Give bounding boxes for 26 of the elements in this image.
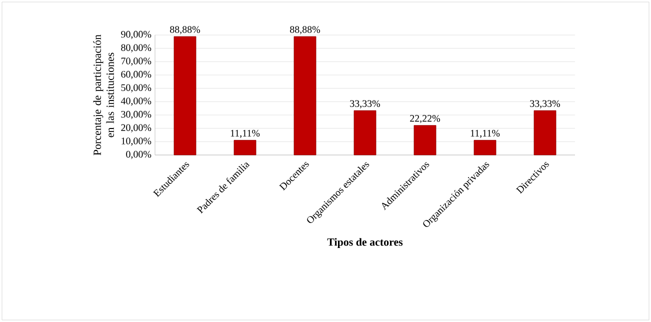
y-tick-label: 10,00% bbox=[122, 138, 152, 146]
y-axis-title: Porcentaje de participación en las instituciones bbox=[93, 34, 114, 156]
data-label: 11,11% bbox=[470, 130, 500, 138]
bar bbox=[534, 110, 556, 156]
data-label: 33,33% bbox=[350, 100, 380, 108]
bar bbox=[294, 36, 316, 156]
bar bbox=[414, 125, 436, 156]
y-tick-label: 30,00% bbox=[121, 110, 152, 120]
bar bbox=[174, 36, 196, 156]
bar bbox=[234, 140, 256, 156]
data-label: 22,22% bbox=[410, 115, 440, 124]
data-label: 88,88% bbox=[170, 26, 200, 34]
y-tick-label: 70,00% bbox=[121, 58, 152, 66]
data-label: 11,11% bbox=[230, 130, 260, 138]
data-label: 33,33% bbox=[530, 100, 560, 108]
bar bbox=[354, 110, 376, 156]
y-tick-label: 40,00% bbox=[120, 98, 152, 106]
y-tick-label: 80,00% bbox=[121, 44, 152, 52]
y-tick-label: 50,00% bbox=[121, 84, 152, 92]
data-label: 88,88% bbox=[290, 26, 320, 34]
y-tick-label: 60,00% bbox=[121, 70, 152, 80]
y-tick-label: 0,00% bbox=[126, 150, 152, 160]
y-tick-label: 90,00% bbox=[121, 30, 152, 40]
x-axis-title: Tipos de actores bbox=[327, 238, 403, 248]
bar bbox=[474, 140, 496, 156]
y-tick-label: 20,00% bbox=[121, 124, 152, 132]
